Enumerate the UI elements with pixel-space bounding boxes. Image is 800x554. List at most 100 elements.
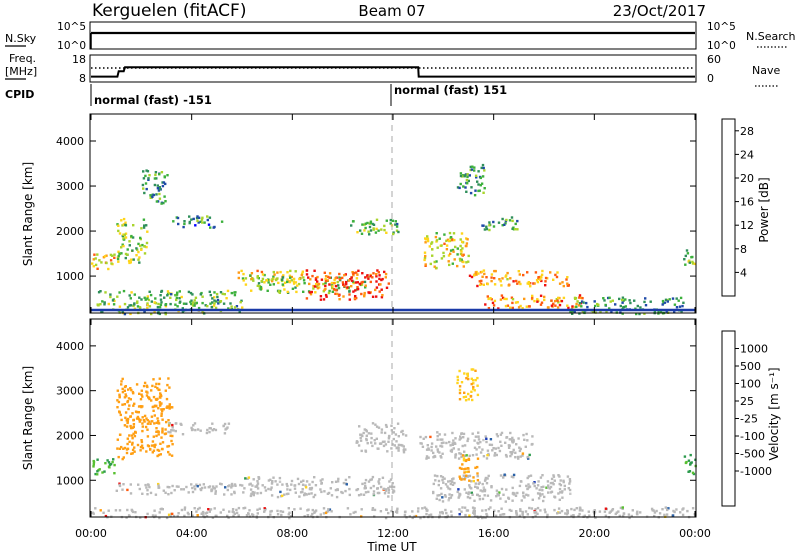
- echo-cell: [456, 253, 459, 256]
- echo-cell: [314, 291, 317, 294]
- echo-cell: [103, 470, 106, 473]
- echo-cell: [158, 197, 162, 200]
- echo-cell: [314, 509, 318, 512]
- echo-cell: [582, 301, 585, 304]
- echo-cell: [121, 243, 124, 246]
- echo-cell: [476, 472, 479, 475]
- echo-cell: [356, 231, 359, 234]
- echo-cell: [248, 509, 251, 512]
- echo-cell: [140, 227, 143, 230]
- echo-cell: [206, 304, 209, 308]
- echo-cell: [93, 253, 96, 256]
- echo-cell: [310, 486, 314, 490]
- echo-cell: [362, 493, 366, 496]
- echo-cell: [566, 475, 570, 478]
- echo-cell: [126, 400, 130, 403]
- velocity-colorbar-tick-label: -1000: [740, 465, 772, 478]
- echo-cell: [385, 286, 389, 289]
- echo-cell: [444, 508, 447, 512]
- echo-cell: [217, 302, 220, 305]
- echo-cell: [472, 382, 475, 385]
- echo-cell: [139, 236, 142, 240]
- echo-cell: [478, 498, 482, 501]
- echo-cell: [562, 480, 565, 484]
- echo-cell: [521, 513, 524, 516]
- echo-cell: [350, 276, 353, 279]
- echo-cell: [486, 454, 489, 457]
- echo-cell: [224, 486, 227, 489]
- echo-cell: [586, 305, 589, 309]
- echo-cell: [666, 508, 669, 512]
- echo-cell: [175, 296, 179, 300]
- echo-cell: [516, 282, 519, 285]
- echo-cell: [129, 304, 133, 307]
- echo-cell: [653, 511, 657, 514]
- echo-cell: [170, 429, 173, 432]
- echo-cell: [172, 220, 175, 223]
- echo-cell: [157, 486, 160, 489]
- echo-cell: [252, 279, 255, 282]
- echo-cell: [133, 402, 136, 405]
- echo-cell: [171, 406, 174, 409]
- echo-cell: [481, 448, 484, 451]
- echo-cell: [527, 282, 531, 286]
- echo-cell: [539, 476, 543, 479]
- echo-cell: [303, 282, 306, 285]
- echo-cell: [458, 388, 462, 392]
- echo-cell: [387, 282, 390, 285]
- echo-cell: [550, 304, 554, 307]
- echo-cell: [618, 297, 621, 301]
- echo-cell: [352, 272, 355, 275]
- echo-cell: [136, 305, 140, 308]
- echo-cell: [468, 496, 472, 500]
- echo-cell: [461, 506, 464, 509]
- echo-cell: [201, 301, 204, 305]
- echo-cell: [476, 384, 479, 387]
- echo-cell: [207, 508, 210, 511]
- echo-cell: [296, 477, 300, 481]
- echo-cell: [303, 515, 306, 518]
- nsky-label: N.Sky: [5, 32, 37, 45]
- echo-cell: [539, 303, 543, 306]
- echo-cell: [428, 513, 431, 517]
- echo-cell: [381, 476, 385, 479]
- echo-cell: [156, 417, 159, 420]
- echo-cell: [213, 302, 216, 305]
- echo-cell: [436, 435, 439, 438]
- echo-cell: [444, 483, 448, 486]
- echo-cell: [114, 509, 118, 512]
- echo-cell: [458, 452, 461, 455]
- echo-cell: [349, 278, 352, 281]
- echo-cell: [182, 488, 185, 491]
- echo-cell: [359, 439, 363, 442]
- echo-cell: [465, 377, 468, 380]
- echo-cell: [128, 244, 131, 247]
- echo-cell: [658, 512, 662, 515]
- echo-cell: [372, 272, 375, 275]
- echo-cell: [146, 428, 149, 431]
- echo-cell: [690, 461, 693, 464]
- echo-cell: [111, 254, 114, 257]
- echo-cell: [542, 485, 545, 488]
- echo-cell: [289, 276, 292, 279]
- echo-cell: [269, 510, 272, 513]
- echo-cell: [355, 441, 358, 444]
- echo-cell: [643, 300, 646, 304]
- echo-cell: [675, 297, 678, 300]
- echo-cell: [476, 393, 480, 397]
- echo-cell: [463, 444, 467, 447]
- echo-cell: [511, 440, 514, 443]
- echo-cell: [667, 507, 670, 510]
- echo-cell: [503, 223, 506, 226]
- echo-cell: [241, 277, 245, 280]
- echo-cell: [474, 482, 477, 485]
- echo-cell: [212, 304, 216, 307]
- echo-cell: [548, 487, 551, 490]
- echo-cell: [383, 431, 387, 435]
- echo-cell: [321, 478, 324, 481]
- echo-cell: [441, 438, 444, 441]
- echo-cell: [293, 484, 297, 487]
- echo-cell: [130, 258, 133, 261]
- echo-cell: [568, 480, 572, 483]
- echo-cell: [122, 217, 126, 221]
